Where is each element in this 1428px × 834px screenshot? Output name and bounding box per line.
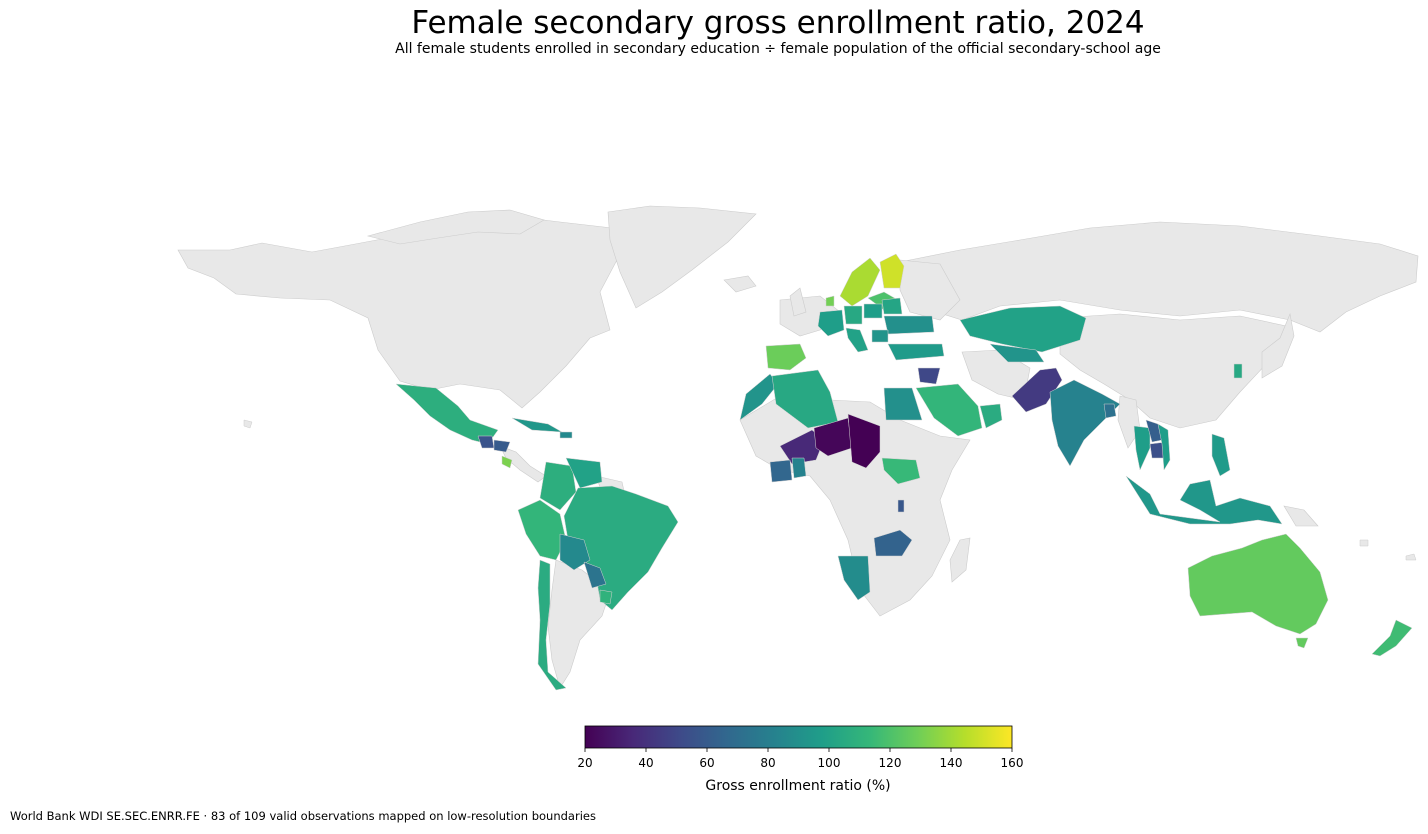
source-note: World Bank WDI SE.SEC.ENRR.FE · 83 of 10…: [10, 809, 596, 823]
region-CHL: [537, 559, 567, 691]
region-FRA: [817, 309, 845, 337]
region-COL: [539, 461, 577, 511]
region-canadian-islands: [366, 209, 545, 245]
region-china: [1059, 313, 1287, 429]
region-NAM: [837, 555, 871, 601]
region-DNK: [825, 295, 835, 307]
region-hawaii: [243, 419, 253, 429]
region-KOR: [1233, 363, 1243, 379]
colorbar-tick-label: 120: [879, 756, 902, 770]
map-title: Female secondary gross enrollment ratio,…: [411, 5, 1145, 41]
region-MAR: [739, 373, 779, 421]
region-MWI: [897, 499, 905, 513]
colorbar-label: Gross enrollment ratio (%): [705, 778, 890, 794]
region-UKR: [883, 315, 935, 335]
colorbar-tick-label: 80: [760, 756, 775, 770]
region-ZMB: [873, 529, 913, 557]
region-TCD: [847, 413, 881, 469]
region-SYR: [917, 367, 941, 385]
region-fiji: [1405, 553, 1417, 561]
map-subtitle: All female students enrolled in secondar…: [395, 41, 1161, 57]
region-DOM: [559, 431, 573, 439]
region-EGY: [883, 387, 923, 421]
region-POL: [863, 303, 883, 319]
region-russia: [899, 221, 1419, 333]
region-OMN: [979, 403, 1003, 429]
region-TUR: [887, 343, 945, 361]
region-BOL: [559, 533, 591, 571]
region-greenland: [607, 205, 757, 309]
region-CRI: [501, 455, 513, 469]
region-AUS: [1187, 533, 1329, 635]
region-iceland: [723, 275, 757, 293]
region-ROU: [871, 329, 889, 343]
region-AUS-tas: [1295, 637, 1309, 649]
region-URY: [599, 589, 613, 605]
region-russia-west: [899, 259, 961, 321]
region-VNM: [1157, 423, 1171, 471]
colorbar-tick-label: 100: [818, 756, 841, 770]
region-BLR: [881, 297, 903, 315]
data-regions: [395, 253, 1413, 691]
region-UZB: [989, 343, 1045, 363]
colorbar-tick-label: 40: [638, 756, 653, 770]
region-madagascar: [949, 537, 971, 583]
region-PRY: [583, 561, 607, 589]
region-SAU: [915, 383, 983, 437]
region-japan: [1261, 312, 1295, 379]
region-THA: [1133, 425, 1151, 471]
region-ESP: [765, 343, 807, 371]
colorbar-ticks: 20 40 60 80 100 120 140 160: [577, 748, 1023, 770]
region-HND: [493, 439, 511, 453]
region-CIV: [769, 459, 793, 483]
colorbar-tick-label: 140: [940, 756, 963, 770]
small-islands: [243, 419, 1417, 561]
region-VEN: [565, 457, 603, 489]
colorbar-tick-label: 60: [699, 756, 714, 770]
region-SSD: [881, 457, 921, 485]
region-KAZ: [959, 305, 1087, 353]
region-FIN: [879, 253, 905, 289]
region-BGD: [1103, 403, 1117, 419]
colorbar-tick-label: 160: [1001, 756, 1024, 770]
region-NZL: [1371, 619, 1413, 657]
colorbar-gradient: [584, 725, 1013, 749]
region-IND: [1049, 379, 1121, 467]
region-pacific-islands: [1359, 539, 1369, 547]
region-DEU: [843, 305, 863, 325]
region-PAK: [1011, 367, 1063, 413]
region-IDN: [1125, 475, 1283, 525]
colorbar-tick-label: 20: [577, 756, 592, 770]
region-ITA: [845, 327, 869, 353]
region-papua-new-guinea: [1283, 505, 1319, 527]
region-uk: [789, 287, 807, 317]
region-NER: [813, 417, 853, 457]
region-PHL: [1211, 433, 1231, 477]
region-GHA: [791, 457, 807, 479]
